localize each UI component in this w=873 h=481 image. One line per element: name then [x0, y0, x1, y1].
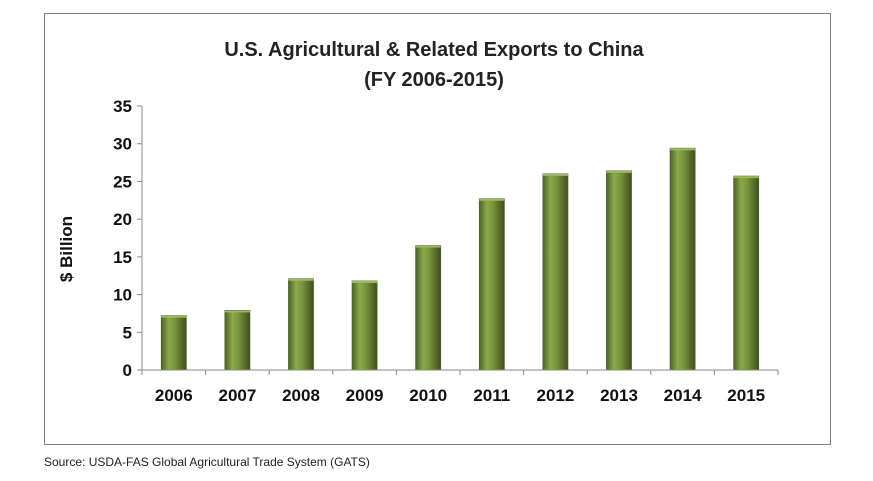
- bar-2014: [669, 147, 696, 371]
- bars: [160, 147, 760, 371]
- y-tick-label: 0: [123, 361, 132, 380]
- bar-top-cap: [161, 315, 187, 318]
- x-tick-label: 2008: [282, 386, 320, 405]
- bar-2008: [288, 278, 314, 371]
- bar-top-cap: [670, 148, 696, 151]
- bar-top-cap: [415, 245, 441, 248]
- bar-chart: U.S. Agricultural & Related Exports to C…: [57, 39, 779, 405]
- x-tick-label: 2012: [536, 386, 574, 405]
- y-tick-label: 35: [113, 97, 132, 116]
- bar-top-cap: [288, 278, 314, 281]
- bar-2012: [542, 173, 569, 371]
- y-tick-label: 10: [113, 286, 132, 305]
- x-tick-label: 2013: [600, 386, 638, 405]
- y-axis-ticks: 0 5 10 15 20 25 30 35: [113, 97, 142, 380]
- x-tick-label: 2009: [346, 386, 384, 405]
- x-tick-label: 2015: [727, 386, 765, 405]
- bar-top-cap: [606, 170, 632, 173]
- chart-title: U.S. Agricultural & Related Exports to C…: [224, 39, 644, 61]
- y-tick-label: 25: [113, 172, 132, 191]
- y-tick-label: 5: [123, 323, 132, 342]
- x-axis-ticks: 2006 2007 2008 2009 2010 2011 2012 2013 2014 2015: [141, 370, 779, 405]
- bar-2010: [415, 245, 442, 371]
- x-tick-label: 2007: [218, 386, 256, 405]
- bar-2011: [478, 198, 505, 371]
- y-tick-label: 20: [113, 210, 132, 229]
- x-tick-label: 2011: [473, 386, 510, 405]
- bar-2013: [606, 170, 632, 371]
- bar-2006: [160, 315, 187, 371]
- x-tick-label: 2006: [155, 386, 193, 405]
- y-tick-label: 15: [113, 248, 132, 267]
- y-axis-title: $ Billion: [57, 216, 76, 282]
- chart-frame: U.S. Agricultural & Related Exports to C…: [44, 13, 831, 445]
- bar-top-cap: [224, 310, 250, 313]
- y-tick-label: 30: [113, 135, 132, 154]
- x-tick-label: 2010: [409, 386, 447, 405]
- bar-top-cap: [479, 198, 505, 201]
- bar-2007: [224, 310, 251, 371]
- x-tick-label: 2014: [664, 386, 702, 405]
- chart-subtitle: (FY 2006-2015): [364, 69, 504, 91]
- bar-2015: [733, 175, 760, 371]
- bar-top-cap: [542, 173, 568, 176]
- bar-2009: [351, 280, 378, 371]
- bar-top-cap: [352, 280, 378, 283]
- bar-top-cap: [733, 176, 759, 179]
- source-note: Source: USDA-FAS Global Agricultural Tra…: [44, 455, 370, 469]
